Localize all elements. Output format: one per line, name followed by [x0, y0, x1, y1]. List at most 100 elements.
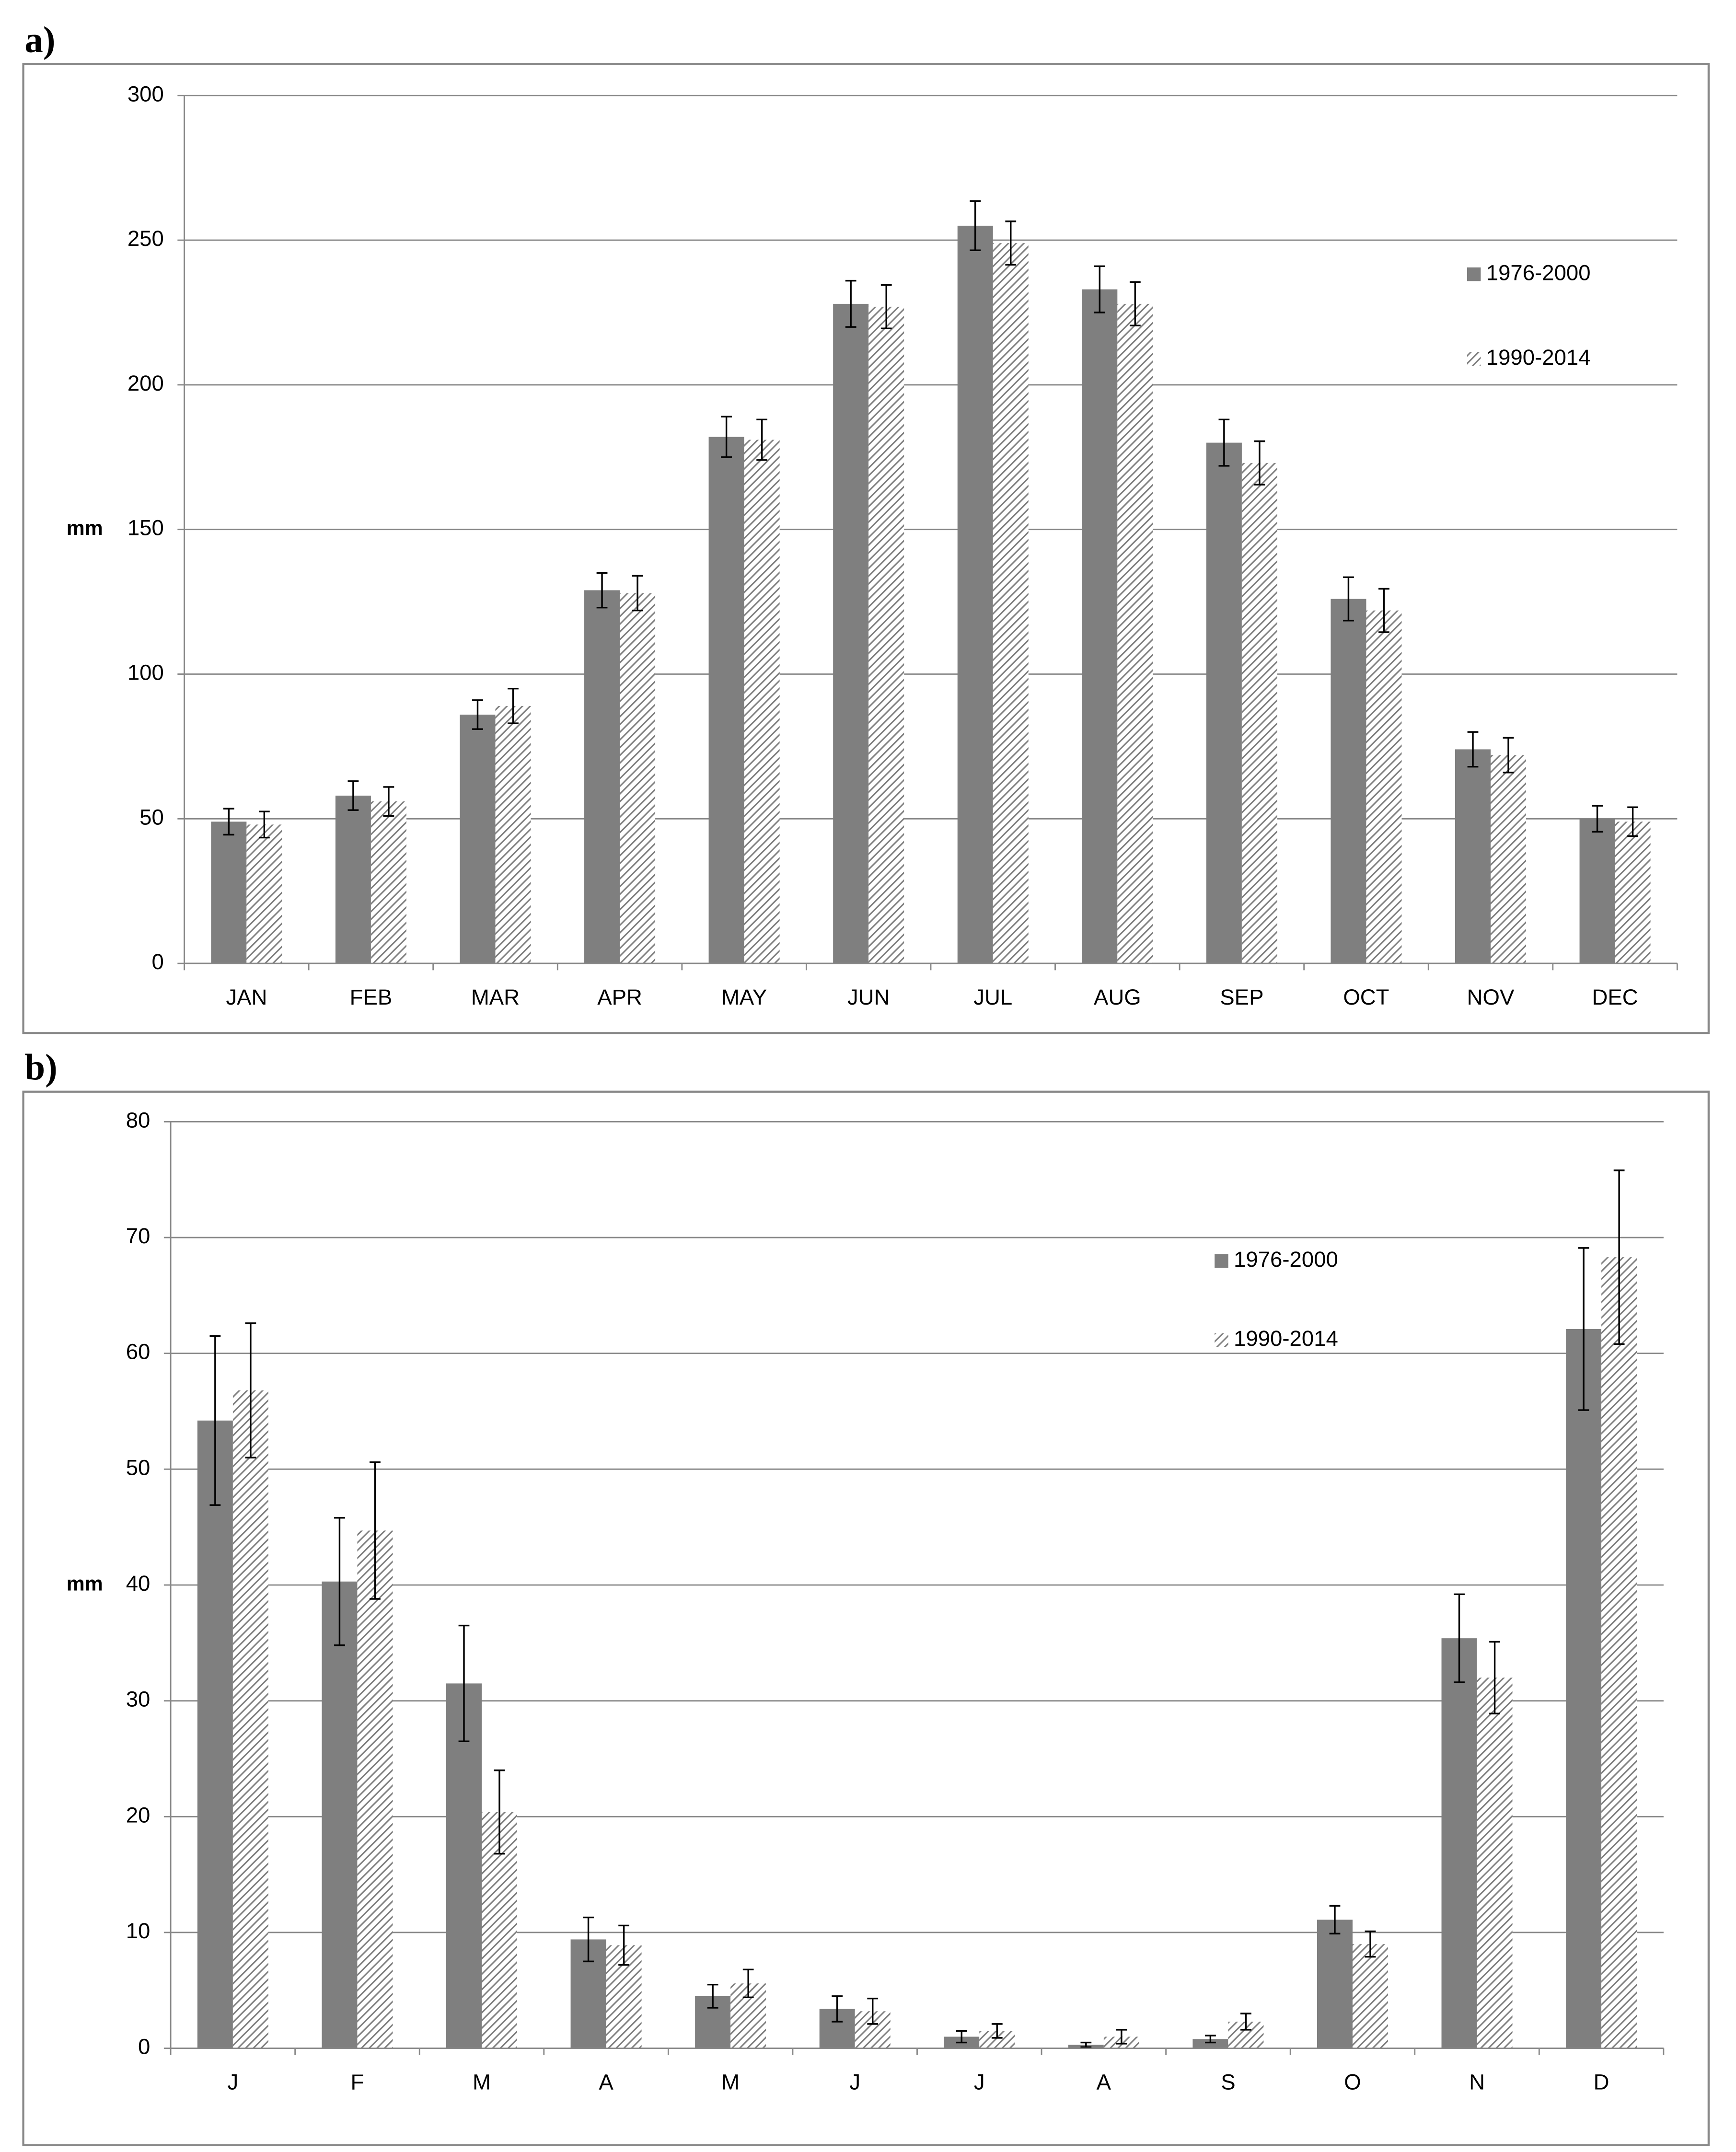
chart: a) 0 50 100 150 200 250 300 mm JAN FEB MAR APR MAY JUN…: [22, 20, 1710, 1034]
x-tick-label: A: [1097, 2070, 1111, 2094]
x-tick-label: JUL: [973, 985, 1012, 1009]
error-bar: [1454, 1593, 1465, 1683]
y-tick-label: 150: [127, 516, 164, 540]
error-bar: [1129, 281, 1141, 326]
bar: [1579, 819, 1615, 964]
legend-swatch: [1215, 1254, 1228, 1268]
error-bar: [223, 808, 234, 836]
y-axis-label: mm: [67, 1572, 103, 1595]
error-bar: [458, 1624, 470, 1742]
error-bar: [721, 416, 732, 458]
y-tick-label: 80: [126, 1108, 150, 1132]
error-bar: [596, 572, 608, 609]
bar: [1192, 2039, 1228, 2048]
bar: [868, 306, 904, 964]
error-bar: [1627, 806, 1639, 837]
bar: [1441, 1638, 1477, 2048]
x-tick-label: M: [473, 2070, 491, 2094]
chart-frame: [22, 1090, 1710, 2146]
panel-label: b): [24, 1047, 57, 1088]
x-tick-label: J: [227, 2070, 238, 2094]
y-tick-label: 30: [126, 1687, 150, 1712]
y-tick-label: 60: [126, 1340, 150, 1364]
error-bar: [756, 418, 768, 461]
bar: [335, 796, 371, 964]
error-bar: [1365, 1930, 1376, 1958]
bar: [246, 824, 282, 964]
bar: [1317, 1920, 1353, 2048]
x-tick-label: O: [1344, 2070, 1361, 2094]
error-bar: [1343, 576, 1354, 622]
bar: [1331, 599, 1366, 964]
x-tick-label: APR: [597, 985, 642, 1009]
legend-label: 1990-2014: [1234, 1326, 1338, 1351]
bar: [357, 1530, 393, 2048]
x-tick-label: MAR: [471, 985, 520, 1009]
bar: [1477, 1678, 1513, 2048]
y-tick-label: 20: [126, 1803, 150, 1827]
y-tick-label: 100: [127, 660, 164, 685]
bar: [708, 437, 744, 964]
error-bar: [880, 284, 892, 329]
bar: [460, 715, 496, 964]
error-bar: [1503, 737, 1514, 774]
x-tick-label: JAN: [226, 985, 267, 1009]
bar: [993, 243, 1029, 964]
x-tick-label: DEC: [1592, 985, 1638, 1009]
y-tick-label: 40: [126, 1571, 150, 1596]
bar: [1601, 1257, 1637, 2048]
error-bar: [383, 786, 394, 817]
error-bar: [258, 810, 270, 839]
error-bar: [1205, 2035, 1216, 2044]
y-tick-label: 10: [126, 1919, 150, 1943]
y-tick-label: 50: [139, 805, 164, 829]
bar: [620, 593, 656, 964]
error-bar: [632, 575, 643, 612]
error-bar: [1116, 2029, 1127, 2045]
bar: [197, 1420, 233, 2048]
bar: [1206, 442, 1242, 964]
bar: [957, 225, 993, 964]
bar: [1615, 821, 1651, 964]
bar: [370, 801, 406, 964]
error-bar: [1592, 805, 1603, 833]
x-tick-label: FEB: [350, 985, 393, 1009]
error-bar: [1094, 265, 1105, 313]
bar: [211, 821, 247, 964]
bar: [1455, 749, 1491, 964]
chart-frame: [22, 63, 1710, 1034]
legend-swatch: [1215, 1333, 1228, 1347]
error-bar: [1218, 418, 1230, 467]
error-bar: [209, 1335, 221, 1506]
error-bar: [1254, 440, 1265, 486]
legend-swatch: [1467, 352, 1481, 366]
error-bar: [991, 2023, 1003, 2039]
error-bar: [956, 2030, 967, 2044]
x-tick-label: A: [599, 2070, 613, 2094]
error-bar: [1080, 2041, 1092, 2048]
bar: [232, 1390, 268, 2048]
x-tick-label: SEP: [1220, 985, 1263, 1009]
panel-label: a): [24, 20, 55, 60]
y-tick-label: 70: [126, 1224, 150, 1248]
x-tick-label: OCT: [1343, 985, 1389, 1009]
x-tick-label: NOV: [1467, 985, 1515, 1009]
error-bar: [970, 200, 981, 251]
bar: [833, 303, 869, 964]
error-bar: [845, 279, 856, 328]
y-tick-label: 200: [127, 371, 164, 395]
error-bar: [370, 1461, 381, 1600]
x-tick-label: J: [849, 2070, 860, 2094]
error-bar: [583, 1916, 594, 1963]
error-bar: [1240, 2013, 1251, 2031]
error-bar: [494, 1769, 505, 1855]
x-tick-label: S: [1221, 2070, 1235, 2094]
bar: [1117, 303, 1153, 964]
error-bar: [334, 1517, 345, 1646]
error-bar: [1329, 1905, 1341, 1935]
error-bar: [1467, 731, 1479, 768]
error-bar: [1489, 1641, 1500, 1714]
bar: [1491, 755, 1527, 964]
y-tick-label: 250: [127, 226, 164, 251]
